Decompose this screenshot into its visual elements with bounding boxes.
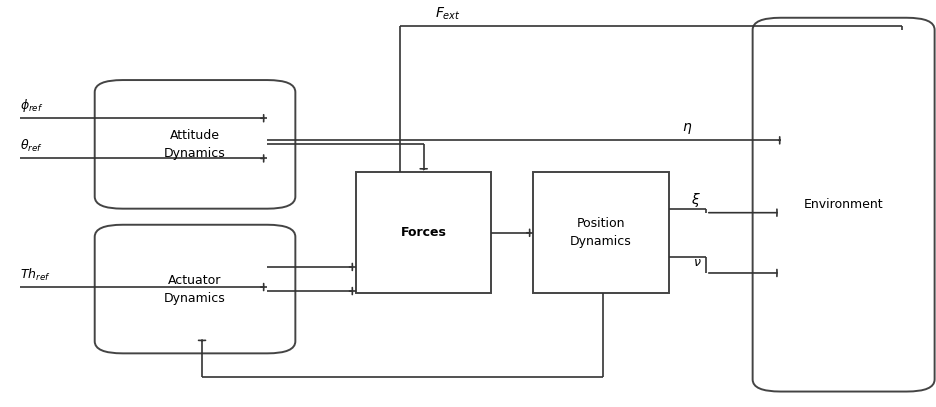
FancyBboxPatch shape	[356, 173, 491, 293]
Text: Attitude
Dynamics: Attitude Dynamics	[164, 129, 226, 160]
Text: Actuator
Dynamics: Actuator Dynamics	[164, 274, 226, 304]
Text: $\phi_{ref}$: $\phi_{ref}$	[20, 97, 43, 114]
Text: $\theta_{ref}$: $\theta_{ref}$	[20, 138, 43, 154]
FancyBboxPatch shape	[753, 18, 935, 392]
Text: $F_{ext}$: $F_{ext}$	[435, 5, 461, 22]
Text: Forces: Forces	[401, 226, 446, 239]
FancyBboxPatch shape	[95, 225, 296, 353]
Text: $Th_{ref}$: $Th_{ref}$	[20, 267, 51, 283]
Text: Environment: Environment	[804, 198, 884, 211]
Text: $\nu$: $\nu$	[693, 256, 701, 269]
Text: Position
Dynamics: Position Dynamics	[570, 217, 632, 248]
FancyBboxPatch shape	[95, 80, 296, 209]
FancyBboxPatch shape	[534, 173, 668, 293]
Text: $\eta$: $\eta$	[681, 121, 692, 136]
Text: $\xi$: $\xi$	[692, 190, 701, 209]
